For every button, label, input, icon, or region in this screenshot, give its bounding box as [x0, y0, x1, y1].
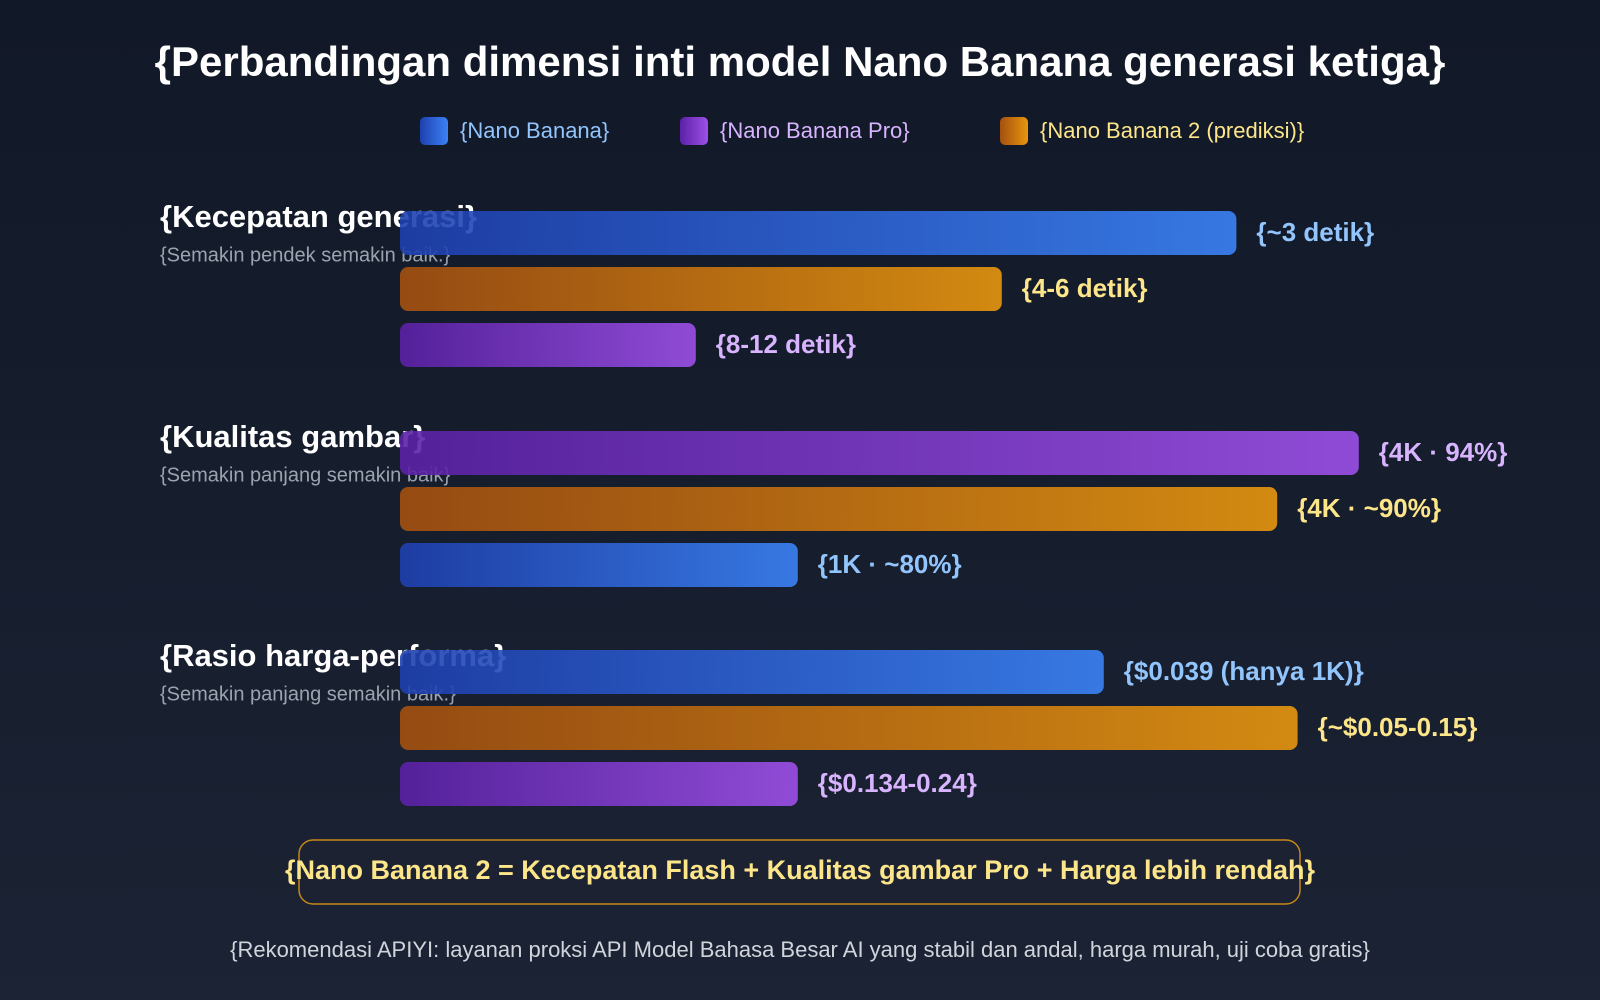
- bar: [400, 706, 1298, 750]
- bar-label: {4K · 94%}: [1379, 437, 1508, 467]
- bar: [400, 543, 798, 587]
- note: {Nano Banana 2 = Kecepatan Flash + Kuali…: [285, 855, 1316, 885]
- legend-label: {Nano Banana}: [460, 118, 609, 143]
- bar: [400, 487, 1278, 531]
- bar: [400, 762, 798, 806]
- legend-swatch: [420, 117, 448, 145]
- bar-label: {$0.134-0.24}: [818, 768, 977, 798]
- legend-label: {Nano Banana Pro}: [720, 118, 910, 143]
- chart-title: {Perbandingan dimensi inti model Nano Ba…: [155, 38, 1446, 85]
- legend-swatch: [1000, 117, 1028, 145]
- bar-label: {8-12 detik}: [716, 329, 856, 359]
- legend-swatch: [680, 117, 708, 145]
- bar-label: {4-6 detik}: [1022, 273, 1148, 303]
- footer: {Rekomendasi APIYI: layanan proksi API M…: [230, 937, 1370, 962]
- bar: [400, 323, 696, 367]
- group-subtitle: {Semakin panjang semakin baik}: [160, 464, 451, 486]
- group-subtitle: {Semakin panjang semakin baik.}: [160, 683, 456, 705]
- bar: [400, 650, 1104, 694]
- bar-label: {1K · ~80%}: [818, 549, 962, 579]
- bar: [400, 431, 1359, 475]
- group-subtitle: {Semakin pendek semakin baik.}: [160, 244, 450, 266]
- legend-label: {Nano Banana 2 (prediksi)}: [1040, 118, 1304, 143]
- bar: [400, 211, 1237, 255]
- group-title: {Kualitas gambar}: [160, 419, 425, 454]
- bar-label: {~3 detik}: [1256, 217, 1374, 247]
- bar-label: {~$0.05-0.15}: [1318, 712, 1478, 742]
- note-box: [298, 839, 1301, 905]
- bar-label: {4K · ~90%}: [1297, 493, 1441, 523]
- bar-label: {$0.039 (hanya 1K)}: [1124, 656, 1364, 686]
- bar: [400, 267, 1002, 311]
